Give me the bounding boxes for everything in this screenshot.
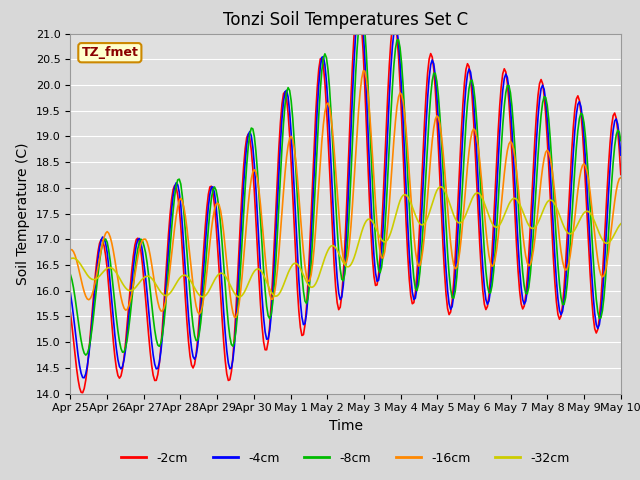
- -8cm: [250, 134, 258, 140]
- -32cm: [67, 256, 74, 262]
- -4cm: [260, 314, 268, 320]
- -16cm: [617, 175, 625, 180]
- Text: TZ_fmet: TZ_fmet: [81, 46, 138, 59]
- -2cm: [232, 307, 240, 312]
- -4cm: [308, 205, 316, 211]
- -16cm: [589, 218, 597, 224]
- -8cm: [589, 255, 597, 261]
- -32cm: [134, 282, 141, 288]
- -2cm: [67, 310, 74, 315]
- -2cm: [308, 177, 316, 183]
- Legend: -2cm, -4cm, -8cm, -16cm, -32cm: -2cm, -4cm, -8cm, -16cm, -32cm: [116, 447, 575, 469]
- -16cm: [308, 261, 316, 267]
- -4cm: [617, 152, 625, 158]
- -16cm: [232, 314, 240, 320]
- -4cm: [136, 236, 143, 241]
- -16cm: [260, 236, 268, 242]
- -32cm: [230, 290, 238, 296]
- -2cm: [250, 189, 258, 195]
- -2cm: [355, 0, 362, 6]
- -32cm: [236, 294, 243, 300]
- -8cm: [308, 236, 316, 241]
- -2cm: [79, 390, 86, 396]
- -8cm: [82, 352, 90, 358]
- -32cm: [589, 216, 597, 221]
- -16cm: [134, 254, 141, 260]
- -4cm: [250, 162, 258, 168]
- Title: Tonzi Soil Temperatures Set C: Tonzi Soil Temperatures Set C: [223, 11, 468, 29]
- -8cm: [358, 8, 365, 13]
- -2cm: [136, 239, 143, 245]
- -32cm: [617, 221, 625, 227]
- -4cm: [67, 290, 74, 296]
- Line: -2cm: -2cm: [70, 3, 621, 393]
- Y-axis label: Soil Temperature (C): Soil Temperature (C): [17, 143, 30, 285]
- Line: -8cm: -8cm: [70, 11, 621, 355]
- -4cm: [356, 2, 364, 8]
- -8cm: [136, 239, 143, 245]
- -2cm: [260, 339, 268, 345]
- Line: -4cm: -4cm: [70, 5, 621, 378]
- -16cm: [230, 314, 238, 320]
- -32cm: [308, 284, 316, 290]
- -4cm: [81, 375, 88, 381]
- -32cm: [438, 184, 445, 190]
- X-axis label: Time: Time: [328, 419, 363, 433]
- -4cm: [232, 322, 240, 327]
- -8cm: [232, 328, 240, 334]
- -8cm: [260, 267, 268, 273]
- -32cm: [250, 268, 258, 274]
- -8cm: [617, 138, 625, 144]
- Line: -16cm: -16cm: [70, 71, 621, 317]
- -16cm: [67, 247, 74, 252]
- -2cm: [617, 172, 625, 178]
- -16cm: [360, 68, 367, 74]
- -4cm: [589, 293, 597, 299]
- -2cm: [589, 314, 597, 320]
- -8cm: [67, 272, 74, 277]
- -16cm: [250, 167, 258, 173]
- Line: -32cm: -32cm: [70, 187, 621, 297]
- -32cm: [260, 272, 268, 278]
